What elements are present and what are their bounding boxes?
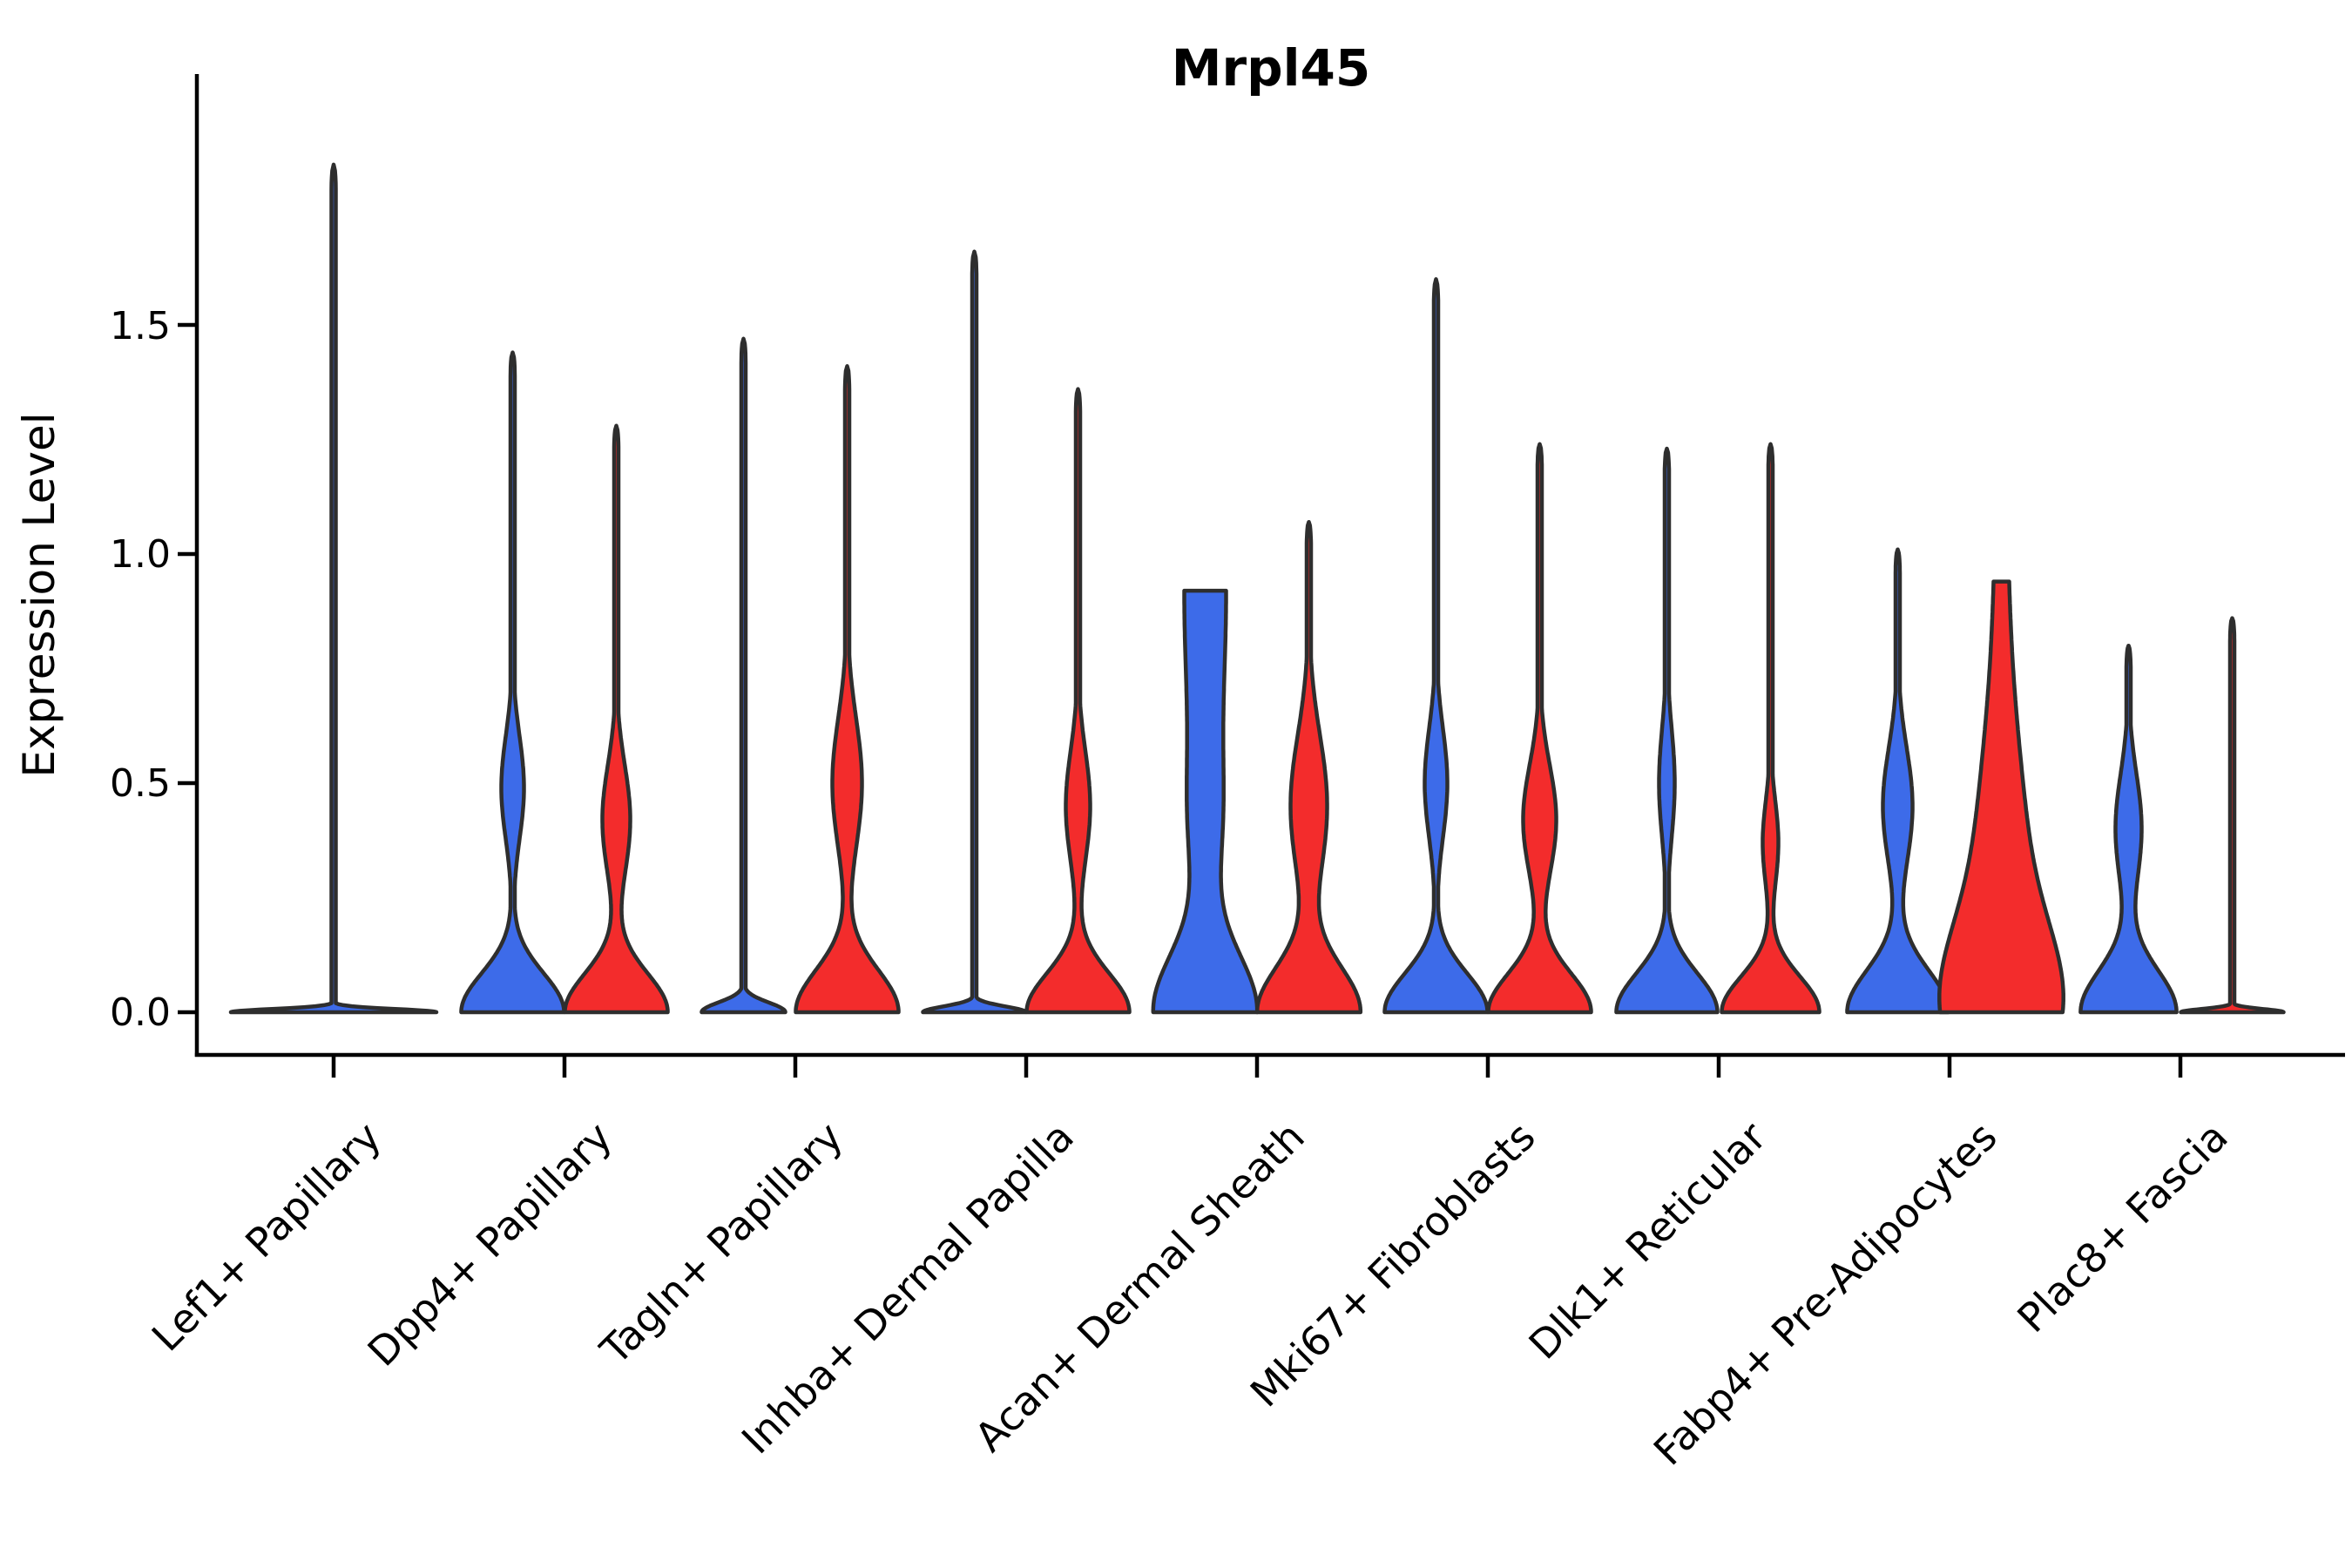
violin-tagln-papillary-red	[794, 364, 901, 1015]
violin-tagln-papillary-blue	[700, 336, 787, 1015]
violins-group	[228, 162, 2286, 1015]
violin-fabp4-pre-adipocytes-blue	[1845, 547, 1950, 1015]
violin-inhba-dermal-papilla-blue	[921, 249, 1028, 1015]
violin-lef1-papillary-blue	[228, 162, 439, 1015]
violin-plac8-fascia-blue	[2078, 643, 2179, 1015]
violin-inhba-dermal-papilla-red	[1024, 387, 1132, 1015]
violin-mki67-fibroblasts-blue	[1382, 277, 1490, 1015]
y-axis-label: Expression Level	[14, 412, 64, 777]
y-tick-label-0: 0.0	[110, 990, 171, 1035]
x-tick-label-dpp4-papillary: Dpp4+ Papillary	[359, 1113, 621, 1375]
violin-dpp4-papillary-blue	[459, 350, 566, 1015]
violin-acan-dermal-sheath-blue	[1151, 588, 1260, 1015]
violin-acan-dermal-sheath-red	[1254, 519, 1363, 1015]
axis-ticks-group	[178, 322, 2183, 1078]
y-tick-label-1: 0.5	[110, 761, 171, 806]
violin-mki67-fibroblasts-red	[1486, 442, 1593, 1015]
violin-fabp4-pre-adipocytes-red	[1937, 579, 2065, 1015]
x-tick-label-dlk1-reticular: Dlk1+ Reticular	[1520, 1113, 1775, 1369]
violin-dpp4-papillary-red	[563, 423, 670, 1015]
x-tick-label-tagln-papillary: Tagln+ Papillary	[591, 1113, 852, 1375]
y-tick-label-3: 1.5	[110, 304, 171, 348]
x-tick-label-lef1-papillary: Lef1+ Papillary	[143, 1113, 390, 1361]
x-tick-label-plac8-fascia: Plac8+ Fascia	[2008, 1113, 2236, 1342]
violin-dlk1-reticular-red	[1720, 442, 1821, 1015]
violin-plac8-fascia-red	[2179, 616, 2286, 1015]
chart-title: Mrpl45	[1172, 38, 1370, 98]
violin-dlk1-reticular-blue	[1614, 446, 1720, 1015]
y-tick-label-2: 1.0	[110, 532, 171, 577]
